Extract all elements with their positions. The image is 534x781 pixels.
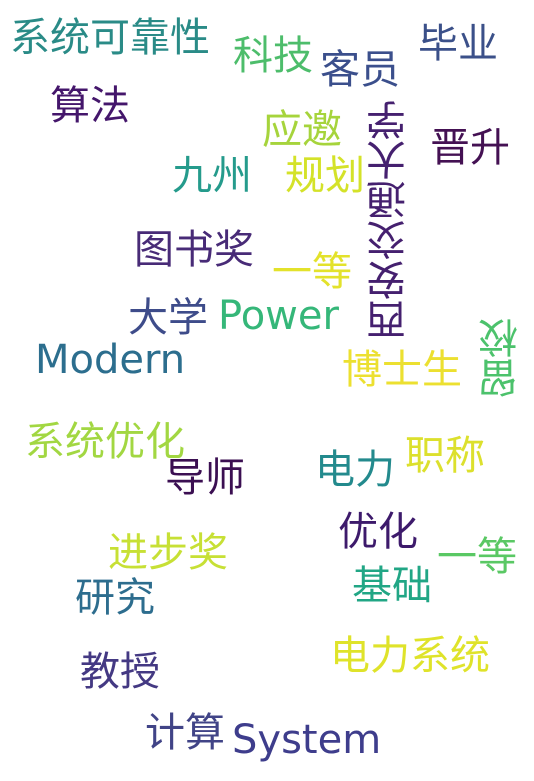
word-system: System — [232, 717, 382, 763]
word-keji: 科技 — [233, 33, 313, 79]
word-jisuan: 计算 — [145, 710, 225, 756]
word-youhua: 优化 — [338, 509, 418, 555]
word-xitong-youhua: 系统优化 — [25, 419, 185, 465]
word-keyuan: 客员 — [320, 47, 400, 93]
word-suanfa: 算法 — [50, 83, 130, 129]
word-daoshi: 导师 — [165, 455, 245, 501]
word-jinbujiang: 进步奖 — [108, 530, 228, 576]
word-power: Power — [218, 293, 339, 339]
word-boshisheng: 博士生 — [342, 347, 462, 393]
word-biye: 毕业 — [418, 21, 498, 67]
word-jiuzhou: 九州 — [172, 153, 252, 199]
word-xian-jiaotong-daxue: 西安交通大学 — [367, 100, 413, 340]
word-yingyao: 应邀 — [262, 107, 342, 153]
word-tushujiang: 图书奖 — [134, 227, 254, 273]
word-daxue: 大学 — [128, 295, 208, 341]
word-jinsheng: 晋升 — [430, 125, 510, 171]
word-yanjiu: 研究 — [75, 575, 155, 621]
word-zhicheng: 职称 — [405, 433, 485, 479]
word-yideng-1: 一等 — [272, 249, 352, 295]
word-modern: Modern — [35, 337, 186, 383]
word-yideng-2: 一等 — [437, 534, 517, 580]
word-dianli: 电力 — [315, 447, 395, 493]
word-guihua: 规划 — [285, 153, 365, 199]
word-dianli-xitong: 电力系统 — [330, 633, 490, 679]
word-jichu: 基础 — [352, 563, 432, 609]
word-liuxiao: 留校 — [479, 318, 525, 398]
word-xitong-kekaoxing: 系统可靠性 — [10, 15, 210, 61]
word-jiaoshou: 教授 — [80, 649, 160, 695]
